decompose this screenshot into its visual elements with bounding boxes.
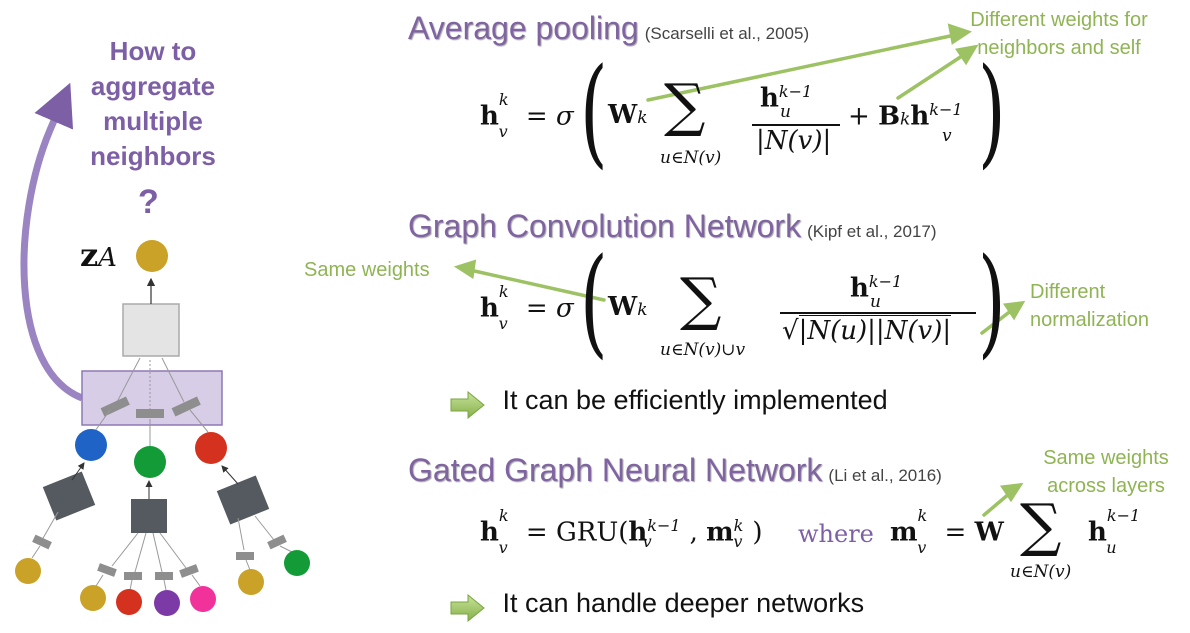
leaf-green [284, 550, 310, 576]
gcn-equation: hkv = σ ( Wk ∑ u∈N(v)∪v hk−1 u √|N(u)||N… [480, 232, 1006, 370]
bullet-efficient: It can be efficiently implemented [450, 385, 888, 419]
avg-pooling-title: Average pooling (Scarselli et al., 2005) [408, 10, 810, 46]
node-green [134, 446, 166, 478]
annotation-same-weights: Same weights [304, 259, 430, 281]
question-mark: ? [138, 183, 159, 221]
leaf-gold-2 [80, 585, 106, 611]
gcn-title: Graph Convolution Network (Kipf et al., 2… [408, 208, 937, 244]
node-blue [75, 429, 107, 461]
ggnn-citation: (Li et al., 2016) [828, 466, 942, 485]
transform-box [122, 303, 180, 357]
gcn-citation: (Kipf et al., 2017) [807, 222, 937, 241]
where-label: where [798, 520, 874, 548]
avg-pooling-citation: (Scarselli et al., 2005) [644, 24, 810, 43]
dark-box-mid [131, 499, 167, 533]
curved-arrow-icon [20, 82, 84, 402]
leaf-purple [154, 590, 180, 616]
leaf-pink [190, 586, 216, 612]
leaf-gold-1 [15, 558, 41, 584]
ggnn-equation: hkv = GRU(hk−1v, mkv) where mkv = W ∑ u∈… [480, 491, 1141, 582]
right-arrow-icon [450, 390, 485, 419]
leaf-red [116, 589, 142, 615]
dark-box-right [216, 475, 270, 525]
annotation-different-weights: Different weights for neighbors and self [970, 9, 1148, 59]
node-za [136, 240, 168, 272]
annotation-same-weights-layers: Same weights across layers [1043, 447, 1169, 497]
node-label-za: zA [80, 236, 117, 274]
leaf-gold-3 [238, 569, 264, 595]
right-arrow-icon [450, 593, 485, 622]
gnn-aggregation-diagram [15, 82, 310, 616]
aggregation-question: How to aggregate multiple neighbors [90, 36, 216, 171]
avg-pooling-equation: hkv = σ ( Wk ∑ u∈N(v) hk−1 u |N(v)| + Bk… [480, 42, 1006, 180]
ggnn-title: Gated Graph Neural Network (Li et al., 20… [408, 452, 942, 488]
node-red [195, 432, 227, 464]
annotation-different-normalization: Different normalization [1030, 281, 1149, 331]
bullet-deeper: It can handle deeper networks [450, 588, 864, 622]
dark-box-left [42, 471, 96, 521]
